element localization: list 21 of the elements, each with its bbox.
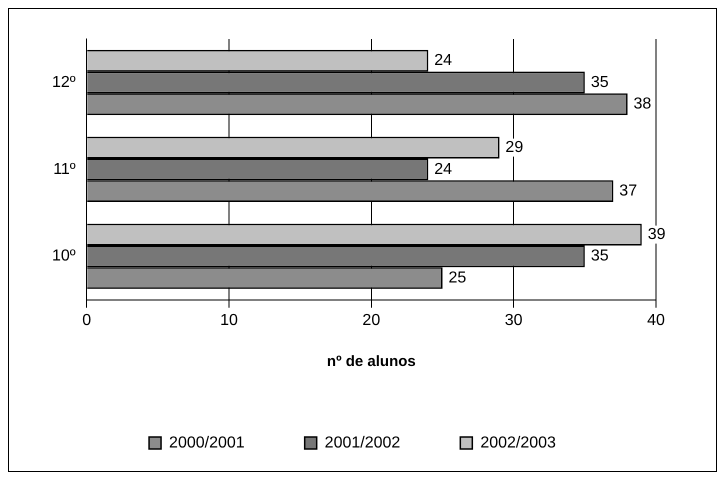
data-label: 35 (590, 74, 609, 91)
x-tick-label: 0 (82, 312, 92, 329)
legend-label: 2001/2002 (324, 434, 400, 452)
x-tick-label: 10 (220, 312, 238, 329)
data-label: 29 (505, 139, 524, 156)
y-tick-label: 10º (52, 248, 76, 265)
legend-label: 2002/2003 (480, 434, 556, 452)
y-tick-label: 12º (52, 74, 76, 91)
data-label: 25 (448, 269, 466, 286)
data-label: 39 (648, 226, 666, 244)
legend-label: 2000/2001 (169, 434, 245, 452)
data-label: 37 (619, 182, 638, 200)
data-label: 38 (634, 96, 652, 113)
data-label: 35 (590, 248, 609, 265)
x-tick-label: 40 (647, 312, 665, 329)
x-axis-title: nº de alunos (326, 353, 416, 370)
data-label: 24 (434, 52, 452, 70)
x-tick-label: 30 (504, 312, 523, 329)
y-tick-label: 11º (53, 160, 76, 178)
data-label: 24 (434, 160, 452, 178)
x-tick-label: 20 (362, 312, 380, 329)
